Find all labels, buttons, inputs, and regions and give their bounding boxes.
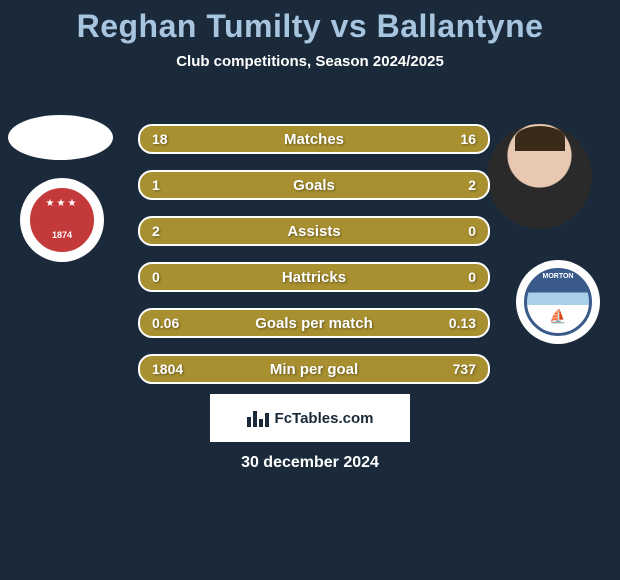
team1-logo-inner xyxy=(28,186,96,254)
stat-row: 18 Matches 16 xyxy=(138,124,490,154)
stat-row: 1804 Min per goal 737 xyxy=(138,354,490,384)
stat-row: 0.06 Goals per match 0.13 xyxy=(138,308,490,338)
stats-table: 18 Matches 16 1 Goals 2 2 Assists 0 0 Ha… xyxy=(138,124,490,400)
team2-logo xyxy=(516,260,600,344)
bar-chart-icon xyxy=(247,409,269,427)
stat-label: Goals xyxy=(202,177,426,194)
page-title: Reghan Tumilty vs Ballantyne xyxy=(0,8,620,45)
stat-right-value: 0 xyxy=(426,223,476,239)
stat-right-value: 2 xyxy=(426,177,476,193)
comparison-card: Reghan Tumilty vs Ballantyne Club compet… xyxy=(0,0,620,580)
stat-row: 1 Goals 2 xyxy=(138,170,490,200)
stat-label: Goals per match xyxy=(202,315,426,332)
stat-left-value: 0.06 xyxy=(152,315,202,331)
stat-row: 0 Hattricks 0 xyxy=(138,262,490,292)
stat-row: 2 Assists 0 xyxy=(138,216,490,246)
stat-label: Hattricks xyxy=(202,269,426,286)
date-label: 30 december 2024 xyxy=(0,454,620,472)
stat-right-value: 0.13 xyxy=(426,315,476,331)
stat-right-value: 737 xyxy=(426,361,476,377)
stat-left-value: 2 xyxy=(152,223,202,239)
team2-logo-inner xyxy=(524,268,592,336)
stat-label: Min per goal xyxy=(202,361,426,378)
stat-right-value: 16 xyxy=(426,131,476,147)
player2-photo xyxy=(487,124,592,229)
team1-logo xyxy=(20,178,104,262)
stat-label: Matches xyxy=(202,131,426,148)
stat-left-value: 18 xyxy=(152,131,202,147)
stat-label: Assists xyxy=(202,223,426,240)
brand-text: FcTables.com xyxy=(275,410,374,427)
player1-photo xyxy=(8,115,113,160)
stat-left-value: 0 xyxy=(152,269,202,285)
stat-left-value: 1804 xyxy=(152,361,202,377)
brand-badge[interactable]: FcTables.com xyxy=(210,394,410,442)
stat-right-value: 0 xyxy=(426,269,476,285)
subtitle: Club competitions, Season 2024/2025 xyxy=(0,53,620,70)
stat-left-value: 1 xyxy=(152,177,202,193)
